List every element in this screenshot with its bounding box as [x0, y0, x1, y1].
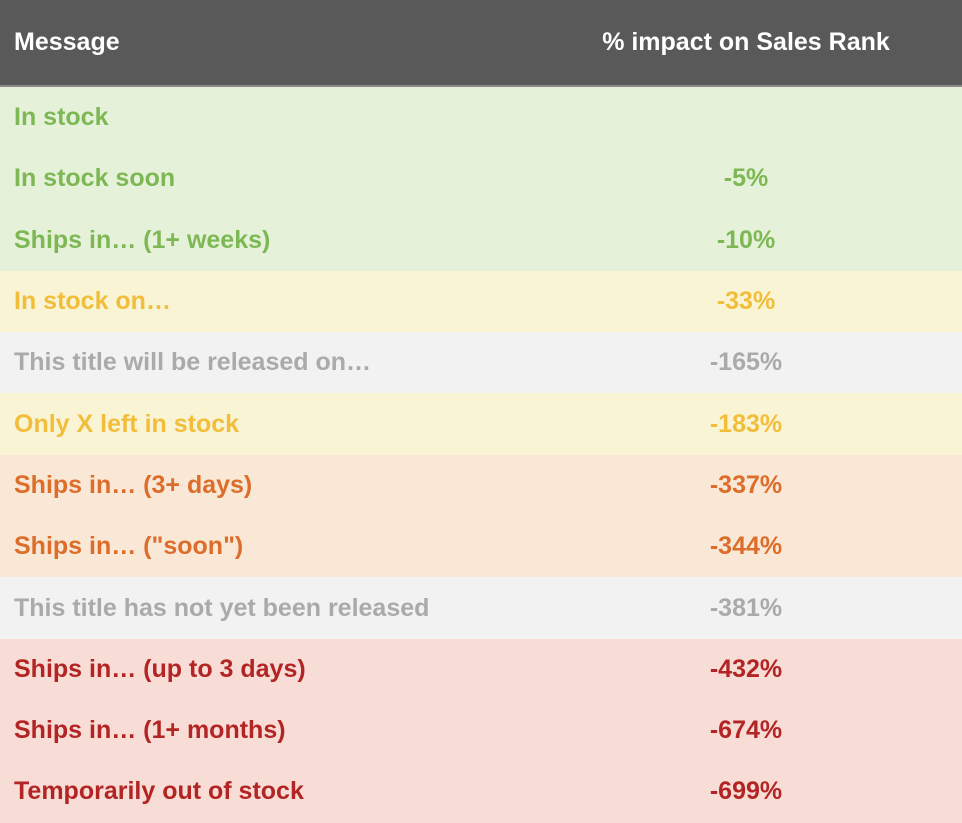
table-row: In stock soon -5%	[0, 148, 962, 210]
table-body: In stock In stock soon -5% Ships in… (1+ we…	[0, 87, 962, 823]
row-message: Ships in… (1+ months)	[14, 716, 286, 745]
table-row: This title has not yet been released -381…	[0, 577, 962, 639]
row-message: Ships in… ("soon")	[14, 532, 244, 561]
row-message: In stock	[14, 103, 109, 132]
table-row: Ships in… (3+ days) -337%	[0, 454, 962, 517]
header-message: Message	[14, 28, 120, 56]
row-impact: -381%	[709, 593, 783, 622]
row-impact: -674%	[709, 716, 783, 745]
table-row: This title will be released on… -165%	[0, 332, 962, 394]
row-impact: -33%	[716, 287, 776, 316]
table-header: Message % impact on Sales Rank	[0, 0, 962, 87]
header-impact: % impact on Sales Rank	[602, 28, 890, 56]
row-impact: -165%	[709, 348, 783, 377]
row-message: Only X left in stock	[14, 409, 240, 438]
row-message: In stock on…	[14, 287, 171, 316]
table-row: Only X left in stock -183%	[0, 393, 962, 455]
row-message: Temporarily out of stock	[14, 777, 304, 806]
row-message: Ships in… (1+ weeks)	[14, 225, 271, 254]
row-impact: -5%	[723, 164, 769, 193]
table-row: In stock	[0, 87, 962, 149]
row-impact: -337%	[709, 470, 783, 499]
row-message: This title will be released on…	[14, 348, 372, 377]
row-message: Ships in… (up to 3 days)	[14, 654, 306, 683]
row-impact: -183%	[709, 409, 783, 438]
row-message: Ships in… (3+ days)	[14, 470, 253, 499]
table-row: Ships in… ("soon") -344%	[0, 516, 962, 578]
row-impact: -432%	[709, 654, 783, 683]
row-impact: -10%	[716, 225, 776, 254]
table-row: Temporarily out of stock -699%	[0, 761, 962, 823]
row-impact: -699%	[709, 777, 783, 806]
table-row: Ships in… (1+ weeks) -10%	[0, 209, 962, 271]
table-row: Ships in… (1+ months) -674%	[0, 699, 962, 762]
row-message: This title has not yet been released	[14, 593, 430, 622]
table-row: Ships in… (up to 3 days) -432%	[0, 638, 962, 700]
row-message: In stock soon	[14, 164, 176, 193]
table-row: In stock on… -33%	[0, 270, 962, 333]
row-impact: -344%	[709, 532, 783, 561]
